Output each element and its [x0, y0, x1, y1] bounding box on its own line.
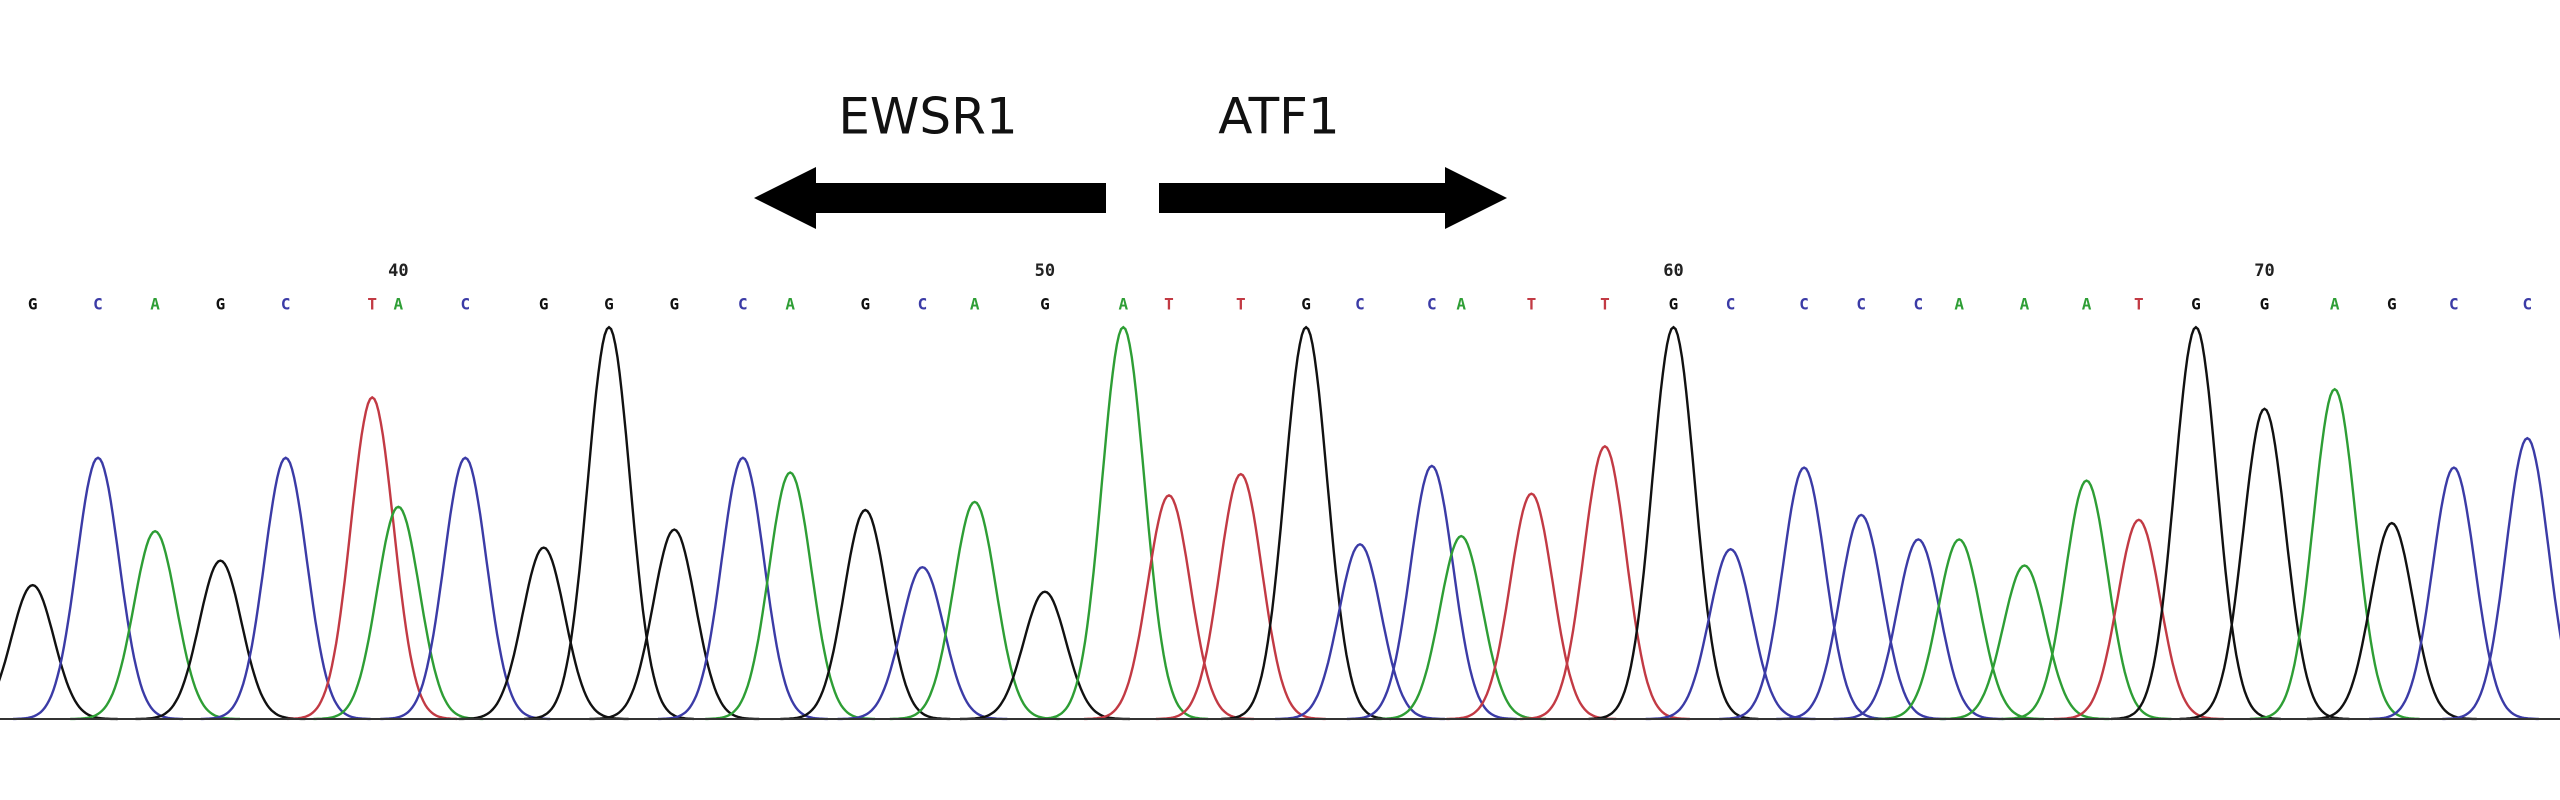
- peak: [13, 456, 183, 721]
- peak: [1446, 492, 1617, 721]
- peak: [313, 505, 484, 721]
- peak: [658, 456, 828, 721]
- peak: [889, 500, 1060, 721]
- base-call: G: [2260, 295, 2270, 314]
- base-call: G: [1040, 295, 1050, 314]
- base-call: A: [2330, 295, 2340, 314]
- arrows: [754, 167, 1507, 229]
- base-call: C: [1856, 295, 1866, 314]
- base-call: G: [28, 295, 38, 314]
- base-call: G: [216, 295, 226, 314]
- base-call: A: [970, 295, 980, 314]
- peak: [2053, 518, 2224, 721]
- base-call: G: [2191, 295, 2201, 314]
- base-call: G: [1301, 295, 1311, 314]
- peak: [524, 325, 694, 721]
- base-call: C: [1355, 295, 1365, 314]
- base-call: C: [93, 295, 103, 314]
- peak: [1376, 534, 1547, 721]
- peak: [2110, 325, 2281, 721]
- position-label: 70: [2254, 261, 2274, 281]
- base-call: C: [918, 295, 928, 314]
- base-call: C: [1726, 295, 1736, 314]
- peak: [1275, 542, 1445, 721]
- base-call: C: [281, 295, 291, 314]
- peak: [1939, 564, 2110, 721]
- peak: [2249, 387, 2420, 721]
- right-arrow: [1159, 167, 1507, 229]
- base-call: G: [1669, 295, 1679, 314]
- peak: [135, 559, 306, 721]
- base-call: A: [1954, 295, 1964, 314]
- base-call: C: [1914, 295, 1924, 314]
- peak: [1155, 472, 1326, 721]
- base-call: C: [1799, 295, 1809, 314]
- peak: [2369, 466, 2539, 721]
- base-call: T: [367, 295, 377, 314]
- base-call: A: [1456, 295, 1466, 314]
- peak: [1719, 466, 1889, 721]
- peak: [1645, 547, 1816, 721]
- peak: [780, 508, 951, 721]
- base-call: G: [604, 295, 614, 314]
- base-call: C: [1427, 295, 1437, 314]
- base-call: A: [2020, 295, 2030, 314]
- peak: [1084, 493, 1254, 721]
- peak: [705, 471, 876, 721]
- peak: [0, 583, 118, 721]
- peak: [1221, 325, 1392, 721]
- base-call: G: [539, 295, 549, 314]
- peak: [2442, 436, 2560, 721]
- base-call: C: [2523, 295, 2533, 314]
- peak: [287, 395, 458, 721]
- base-call: T: [1600, 295, 1610, 314]
- base-call: A: [150, 295, 160, 314]
- peak: [1776, 513, 1947, 721]
- peak: [1520, 444, 1690, 721]
- peak: [1038, 325, 1209, 721]
- base-call: T: [1236, 295, 1246, 314]
- peak: [458, 546, 629, 721]
- peak: [2179, 407, 2350, 721]
- base-call: G: [669, 295, 679, 314]
- base-call: A: [2082, 295, 2092, 314]
- base-call: T: [1527, 295, 1537, 314]
- base-call: G: [860, 295, 870, 314]
- peak: [1874, 538, 2045, 721]
- peak: [1346, 464, 1517, 721]
- peak: [380, 456, 551, 721]
- position-label: 60: [1663, 261, 1683, 281]
- gene-label: EWSR1: [838, 88, 1017, 146]
- traces: [0, 325, 2560, 721]
- base-call: C: [460, 295, 470, 314]
- left-arrow: [754, 167, 1106, 229]
- position-label: 50: [1035, 261, 1055, 281]
- peak: [1588, 325, 1759, 721]
- peak: [70, 529, 240, 721]
- position-label: 40: [388, 261, 408, 281]
- peak: [837, 565, 1008, 721]
- base-call: C: [2449, 295, 2459, 314]
- peak: [200, 456, 371, 721]
- base-call: G: [2387, 295, 2397, 314]
- peak: [1833, 538, 2004, 721]
- peak: [2306, 521, 2477, 721]
- peak: [959, 590, 1130, 721]
- base-call: A: [394, 295, 404, 314]
- base-call: C: [738, 295, 748, 314]
- base-call: T: [1164, 295, 1174, 314]
- peak: [2001, 479, 2172, 721]
- base-call: T: [2134, 295, 2144, 314]
- base-call: A: [785, 295, 795, 314]
- peak: [589, 528, 760, 721]
- base-call: A: [1118, 295, 1128, 314]
- gene-label: ATF1: [1218, 88, 1339, 146]
